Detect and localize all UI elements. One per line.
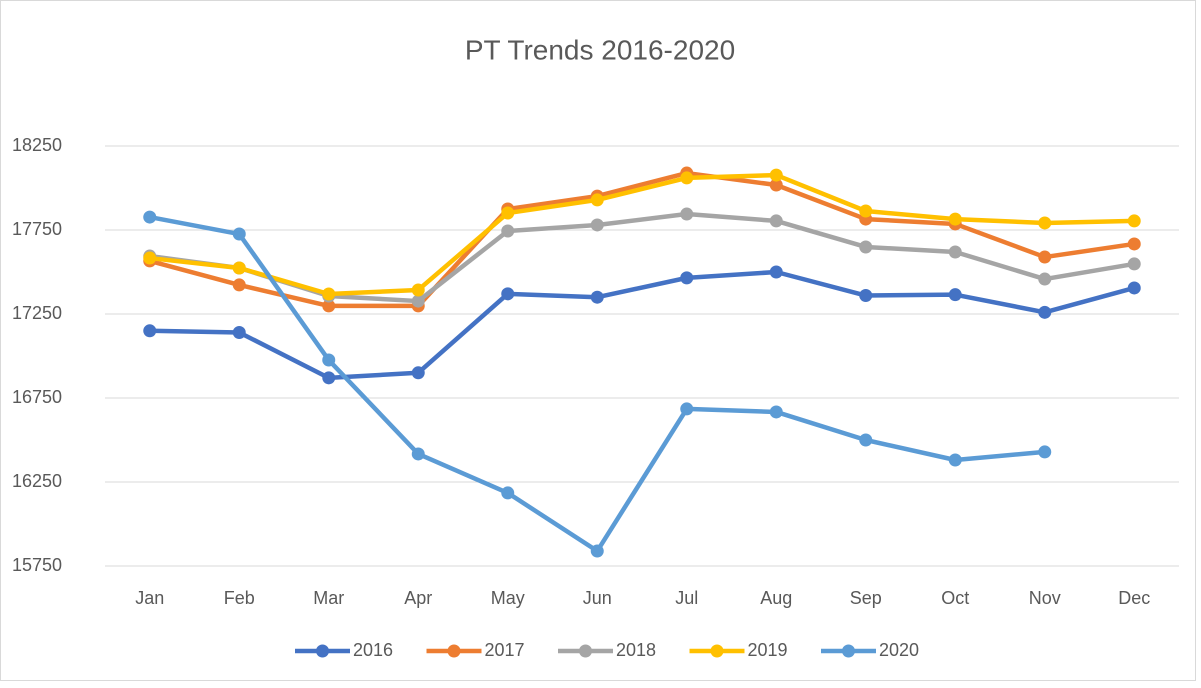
legend-marker: [579, 644, 592, 658]
data-point: [590, 193, 604, 207]
data-point: [948, 453, 962, 467]
data-point: [590, 544, 604, 558]
legend-marker: [710, 644, 724, 658]
data-point: [143, 210, 157, 224]
x-tick-label: Jan: [135, 588, 164, 608]
data-point: [680, 271, 694, 285]
data-point: [859, 289, 873, 303]
data-point: [232, 325, 246, 339]
y-tick-label: 17750: [12, 219, 62, 239]
data-point: [859, 433, 873, 447]
y-tick-label: 18250: [12, 135, 62, 155]
data-point: [769, 178, 783, 192]
legend-label: 2019: [748, 640, 788, 660]
legend-marker: [316, 644, 329, 658]
x-tick-label: May: [491, 588, 525, 608]
y-tick-label: 17250: [12, 303, 62, 323]
x-tick-label: Jul: [675, 588, 698, 608]
data-point: [948, 288, 962, 302]
x-tick-label: Oct: [941, 588, 969, 608]
x-tick-label: Apr: [404, 588, 432, 608]
data-point: [1038, 305, 1052, 319]
data-point: [501, 287, 515, 301]
data-point: [1127, 237, 1141, 251]
data-point: [501, 206, 515, 220]
y-tick-label: 16750: [12, 387, 62, 407]
data-point: [411, 283, 425, 297]
data-point: [411, 447, 425, 461]
data-point: [859, 240, 873, 254]
data-point: [322, 299, 336, 313]
series-line: [149, 170, 1135, 309]
data-point: [769, 214, 783, 228]
data-point: [769, 265, 783, 279]
data-point: [501, 486, 515, 500]
x-tick-label: Aug: [760, 588, 792, 608]
data-point: [411, 294, 425, 308]
data-point: [769, 168, 783, 182]
series-line: [149, 269, 1135, 381]
legend-marker: [842, 644, 855, 658]
data-point: [1038, 445, 1052, 459]
data-point: [1038, 216, 1052, 230]
data-point: [680, 402, 694, 416]
data-point: [859, 204, 873, 218]
data-point: [1038, 250, 1052, 264]
data-point: [143, 251, 157, 265]
data-point: [232, 227, 246, 241]
data-point: [590, 218, 604, 232]
x-tick-label: Jun: [583, 588, 612, 608]
data-point: [680, 171, 694, 185]
x-tick-label: Nov: [1029, 588, 1061, 608]
data-point: [232, 278, 246, 292]
x-tick-label: Mar: [313, 588, 344, 608]
x-tick-label: Sep: [850, 588, 882, 608]
data-point: [322, 353, 336, 367]
data-point: [1127, 214, 1141, 228]
y-tick-label: 15750: [12, 555, 62, 575]
data-point: [1038, 272, 1052, 286]
data-point: [680, 207, 694, 221]
data-point: [769, 405, 783, 419]
data-point: [948, 245, 962, 259]
x-tick-label: Feb: [224, 588, 255, 608]
data-point: [322, 371, 336, 385]
legend-label: 2020: [879, 640, 919, 660]
series-line: [149, 172, 1135, 297]
data-point: [501, 224, 515, 238]
data-point: [590, 290, 604, 304]
legend-label: 2017: [485, 640, 525, 660]
data-point: [232, 261, 246, 275]
legend-label: 2016: [353, 640, 393, 660]
chart-title: PT Trends 2016-2020: [465, 34, 735, 65]
y-tick-label: 16250: [12, 471, 62, 491]
data-point: [948, 212, 962, 226]
legend-label: 2018: [616, 640, 656, 660]
data-point: [1127, 281, 1141, 295]
data-point: [322, 287, 336, 301]
x-tick-label: Dec: [1118, 588, 1150, 608]
legend-marker: [447, 644, 461, 658]
data-point: [1127, 257, 1141, 271]
data-point: [411, 366, 425, 380]
data-point: [143, 324, 157, 338]
